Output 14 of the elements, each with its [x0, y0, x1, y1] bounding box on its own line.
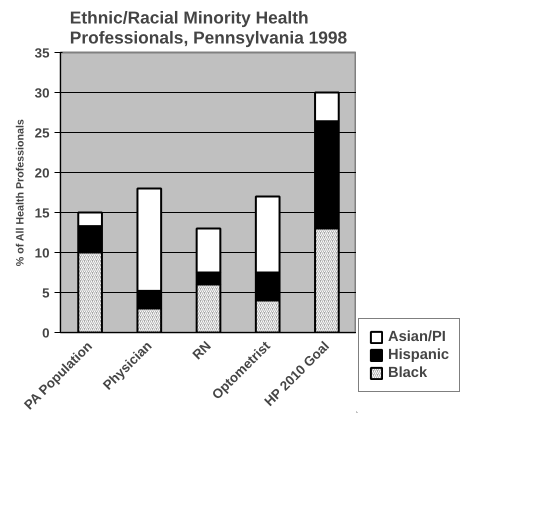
y-tick-label: 25	[34, 126, 50, 140]
y-tick-label: 10	[34, 246, 50, 260]
y-tick-label: 30	[34, 86, 50, 100]
legend-label: Asian/PI	[388, 329, 446, 345]
y-tick-label: 35	[34, 46, 50, 60]
legend-label: Hispanic	[388, 347, 450, 363]
y-tick-label: 20	[34, 166, 50, 180]
y-tick-label: 15	[34, 206, 50, 220]
x-tick-label: RN	[190, 338, 214, 362]
legend-label: Black	[388, 365, 428, 381]
y-tick-label: 5	[42, 286, 50, 300]
chart-title: Ethnic/Racial Minority Health Professionals, Pennsylvania 1998	[70, 8, 348, 48]
y-tick-label: 0	[42, 326, 50, 340]
y-axis-title: % of All Health Professionals	[14, 119, 27, 266]
